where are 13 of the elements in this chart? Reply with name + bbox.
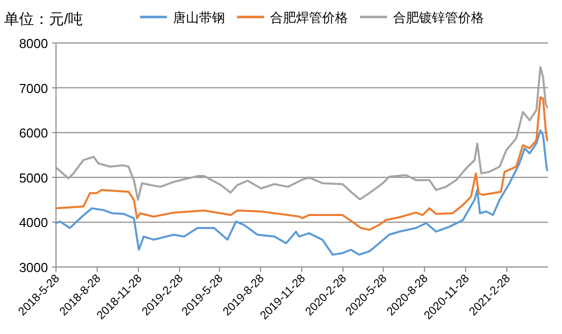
line-series xyxy=(55,66,548,201)
legend-label: 唐山带钢 xyxy=(173,10,225,25)
line-series xyxy=(55,96,548,231)
legend-label: 合肥焊管价格 xyxy=(270,10,348,25)
y-tick-label: 7000 xyxy=(19,80,48,96)
y-tick-label: 6000 xyxy=(19,126,48,141)
y-axis-title: 单位：元/吨 xyxy=(4,11,84,28)
line-series xyxy=(55,129,548,256)
legend-label: 合肥镀锌管价格 xyxy=(393,10,484,25)
y-tick-label: 3000 xyxy=(19,260,48,275)
y-tick-label: 4000 xyxy=(19,215,48,230)
y-tick-label: 5000 xyxy=(19,170,48,186)
y-tick-label: 8000 xyxy=(19,36,48,51)
